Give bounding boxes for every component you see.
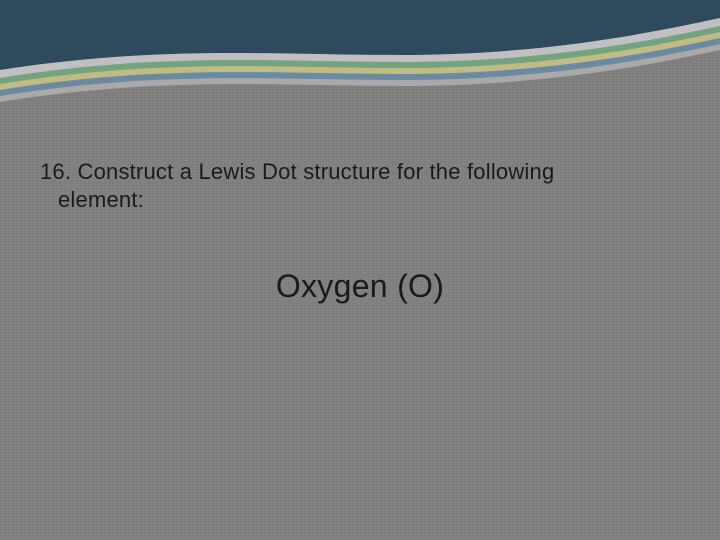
element-label: Oxygen (O) xyxy=(0,268,720,305)
question-prompt: 16. Construct a Lewis Dot structure for … xyxy=(40,158,680,213)
header-wave-banner xyxy=(0,0,720,110)
wave-svg xyxy=(0,0,720,110)
slide: 16. Construct a Lewis Dot structure for … xyxy=(0,0,720,540)
question-line-2: element: xyxy=(40,187,144,212)
question-line-1: 16. Construct a Lewis Dot structure for … xyxy=(40,159,554,184)
